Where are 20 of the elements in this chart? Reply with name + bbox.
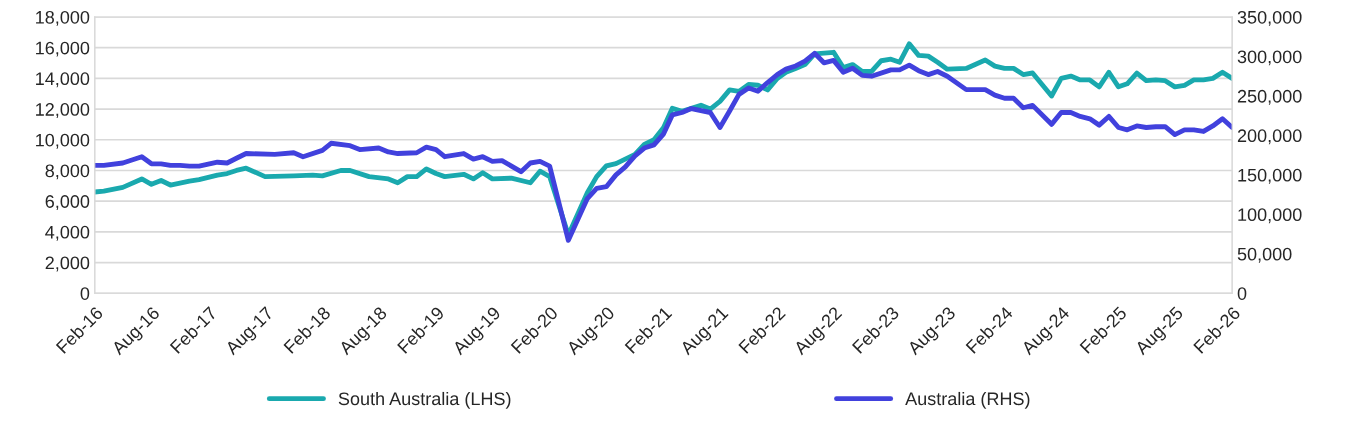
y2-tick-label: 200,000: [1237, 129, 1302, 145]
legend-label: South Australia (LHS): [338, 391, 511, 409]
y2-tick-label: 150,000: [1238, 168, 1302, 184]
y-tick-label: 8,000: [45, 164, 90, 180]
y2-tick-label: 300,000: [1237, 50, 1302, 66]
y-tick-label: 14,000: [36, 72, 90, 88]
y-tick-label: 10,000: [36, 133, 90, 149]
y2-tick-label: 350,000: [1237, 10, 1302, 26]
y-tick-label: 18,000: [36, 10, 90, 26]
y-tick-label: 16,000: [36, 41, 90, 57]
y-tick-label: 6,000: [45, 195, 90, 211]
y-tick-label: 12,000: [36, 103, 90, 118]
y-tick-label: 0: [80, 287, 90, 300]
y-tick-label: 2,000: [45, 256, 90, 272]
y2-tick-label: 100,000: [1238, 208, 1302, 224]
y2-tick-label: 0: [1237, 287, 1247, 300]
y2-tick-label: 50,000: [1237, 247, 1292, 263]
y-tick-label: 4,000: [45, 225, 90, 241]
y2-tick-label: 250,000: [1237, 89, 1302, 105]
legend-label: Australia (RHS): [905, 391, 1030, 409]
